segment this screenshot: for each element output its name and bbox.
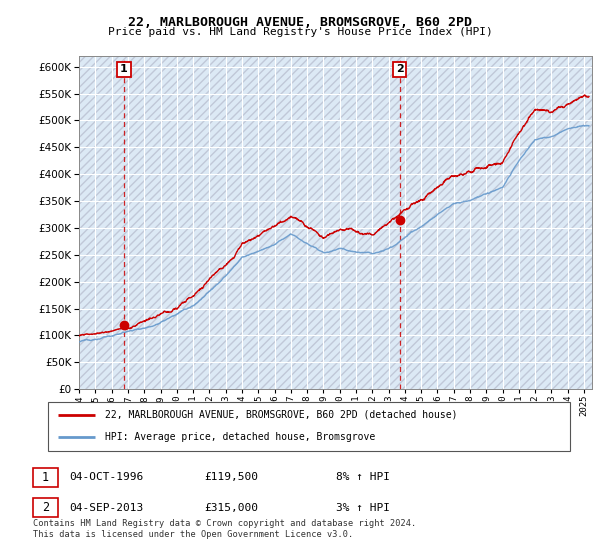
Text: Price paid vs. HM Land Registry's House Price Index (HPI): Price paid vs. HM Land Registry's House …	[107, 27, 493, 37]
Text: 2: 2	[395, 64, 403, 74]
Text: 8% ↑ HPI: 8% ↑ HPI	[336, 472, 390, 482]
Text: 1: 1	[42, 470, 49, 484]
Text: 3% ↑ HPI: 3% ↑ HPI	[336, 503, 390, 513]
Text: 22, MARLBOROUGH AVENUE, BROMSGROVE, B60 2PD (detached house): 22, MARLBOROUGH AVENUE, BROMSGROVE, B60 …	[106, 410, 458, 420]
Text: 04-SEP-2013: 04-SEP-2013	[69, 503, 143, 513]
FancyBboxPatch shape	[48, 402, 570, 451]
Text: HPI: Average price, detached house, Bromsgrove: HPI: Average price, detached house, Brom…	[106, 432, 376, 442]
Text: 2: 2	[42, 501, 49, 515]
Text: £119,500: £119,500	[204, 472, 258, 482]
Text: 1: 1	[120, 64, 128, 74]
Text: £315,000: £315,000	[204, 503, 258, 513]
Text: 22, MARLBOROUGH AVENUE, BROMSGROVE, B60 2PD: 22, MARLBOROUGH AVENUE, BROMSGROVE, B60 …	[128, 16, 472, 29]
Text: Contains HM Land Registry data © Crown copyright and database right 2024.
This d: Contains HM Land Registry data © Crown c…	[33, 519, 416, 539]
Text: 04-OCT-1996: 04-OCT-1996	[69, 472, 143, 482]
